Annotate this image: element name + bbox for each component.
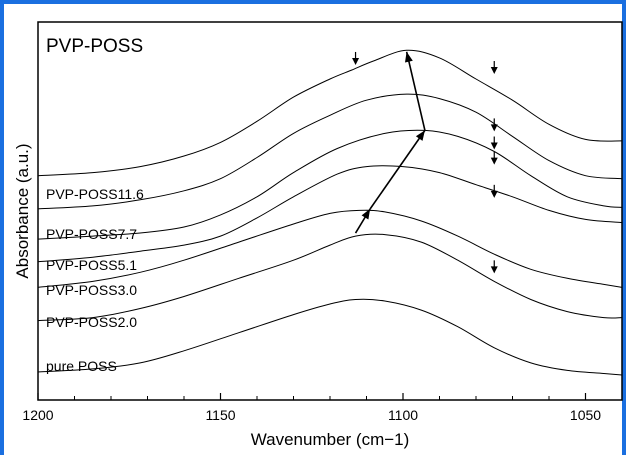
x-tick-label: 1150 <box>205 407 235 423</box>
band-markers <box>352 51 498 274</box>
band-marker-icon <box>490 124 498 132</box>
band-marker-icon <box>490 266 498 274</box>
series-label-pure-poss: pure POSS <box>46 358 117 374</box>
series-label-pvp-poss5-1: PVP-POSS5.1 <box>46 257 137 273</box>
spectrum-pvp-poss11-6 <box>37 93 623 210</box>
x-axis-ticks: 1200 1150 1100 1050 <box>22 393 601 423</box>
spectra-curves <box>37 49 623 376</box>
x-axis-title: Wavenumber (cm−1) <box>251 430 410 449</box>
shift-arrow-head <box>405 51 413 63</box>
x-tick-label: 1050 <box>570 407 601 423</box>
spectrum-pure-poss <box>37 298 623 376</box>
band-marker-icon <box>352 57 360 65</box>
series-label-pvp-poss7-7: PVP-POSS7.7 <box>46 226 137 242</box>
spectrum-pvp-poss5-1 <box>37 165 623 263</box>
chart-title: PVP-POSS <box>46 36 143 57</box>
series-labels: pure POSS PVP-POSS2.0 PVP-POSS3.0 PVP-POSS5… <box>46 186 144 374</box>
x-tick-label: 1100 <box>388 407 418 423</box>
shift-arrows <box>354 51 426 234</box>
x-tick-label: 1200 <box>22 407 53 423</box>
spectrum-pvp-poss <box>37 49 623 177</box>
shift-arrow-line <box>405 51 426 131</box>
series-label-pvp-poss3-0: PVP-POSS3.0 <box>46 282 137 298</box>
shift-arrow-head <box>361 208 371 220</box>
y-axis-title: Absorbance (a.u.) <box>13 143 32 278</box>
spectrum-pvp-poss2-0 <box>37 233 623 322</box>
series-label-pvp-poss11-6: PVP-POSS11.6 <box>46 186 144 202</box>
band-marker-icon <box>490 67 498 75</box>
band-marker-icon <box>490 190 498 198</box>
spectrum-pvp-poss3-0 <box>37 209 623 288</box>
spectrum-pvp-poss7-7 <box>37 129 623 240</box>
band-marker-icon <box>490 142 498 150</box>
band-marker-icon <box>490 157 498 165</box>
series-label-pvp-poss2-0: PVP-POSS2.0 <box>46 314 137 330</box>
shift-arrow-head <box>415 130 425 141</box>
shift-arrow-line <box>369 129 426 210</box>
